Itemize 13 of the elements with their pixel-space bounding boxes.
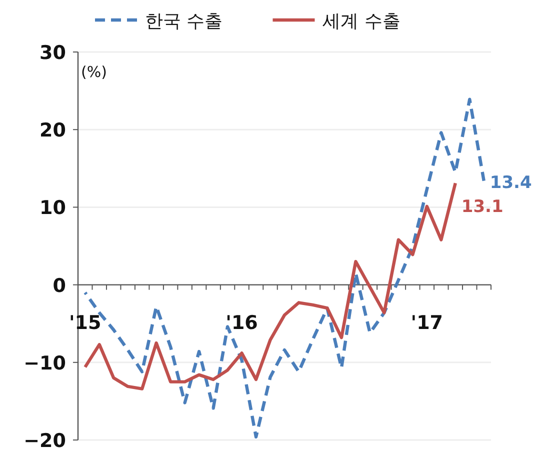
y-tick-label: −20 — [24, 430, 66, 452]
y-tick-label: 30 — [40, 42, 66, 64]
x-tick-label: '17 — [410, 312, 444, 334]
annotation: 13.4 — [490, 172, 532, 193]
y-tick-label: 0 — [52, 274, 66, 297]
annotation: 13.1 — [461, 197, 504, 218]
y-tick-label: −10 — [24, 352, 66, 374]
y-tick-label: 10 — [40, 197, 66, 220]
y-axis-title: (%) — [81, 63, 107, 81]
y-tick-label: 20 — [40, 120, 66, 142]
legend-label: 한국 수출 — [145, 11, 223, 32]
x-tick-label: '16 — [226, 312, 258, 334]
legend-label: 세계 수출 — [322, 11, 400, 32]
